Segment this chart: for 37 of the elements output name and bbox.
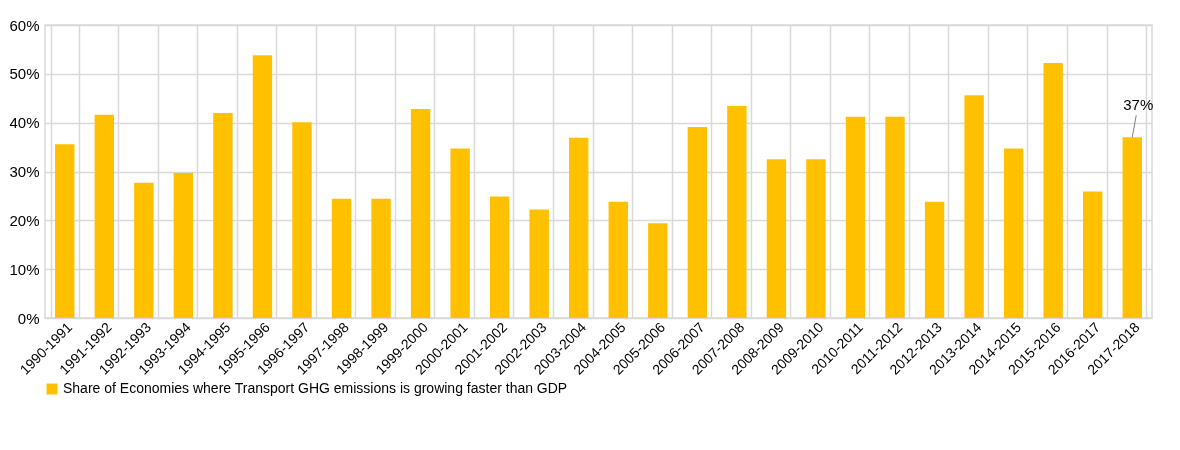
bar: [173, 172, 194, 318]
legend-label: Share of Economies where Transport GHG emissions is growing faster than GDP: [63, 380, 568, 396]
bar: [489, 196, 510, 318]
bar: [687, 127, 708, 318]
bar: [94, 114, 114, 318]
bar: [885, 116, 905, 318]
bar: [529, 209, 549, 318]
bar: [331, 198, 352, 318]
bar: [292, 122, 312, 318]
bar: [1122, 137, 1142, 318]
bar: [450, 148, 470, 318]
annotation: 37%: [1123, 96, 1154, 114]
bar: [55, 144, 75, 318]
y-tick-label: 0%: [17, 309, 40, 327]
y-tick-label: 50%: [9, 65, 40, 83]
bar: [213, 112, 233, 318]
bar: [371, 198, 391, 318]
bar: [608, 201, 628, 318]
y-tick-label: 10%: [9, 260, 40, 278]
y-tick-label: 20%: [9, 211, 40, 229]
y-tick-label: 60%: [9, 16, 40, 34]
bar: [845, 116, 866, 318]
bar: [766, 159, 787, 318]
bar: [727, 106, 747, 318]
y-tick-label: 30%: [9, 163, 40, 180]
bar: [964, 95, 984, 318]
y-tick-label: 40%: [9, 114, 40, 132]
bar: [1083, 191, 1103, 318]
bar: [569, 137, 589, 318]
bar: [924, 201, 945, 318]
bar: [134, 182, 154, 318]
bar: [252, 55, 273, 318]
bar: [1003, 148, 1024, 318]
bar: [410, 108, 431, 318]
bar: [806, 159, 826, 318]
bar: [1043, 63, 1063, 318]
bar: [648, 223, 668, 318]
